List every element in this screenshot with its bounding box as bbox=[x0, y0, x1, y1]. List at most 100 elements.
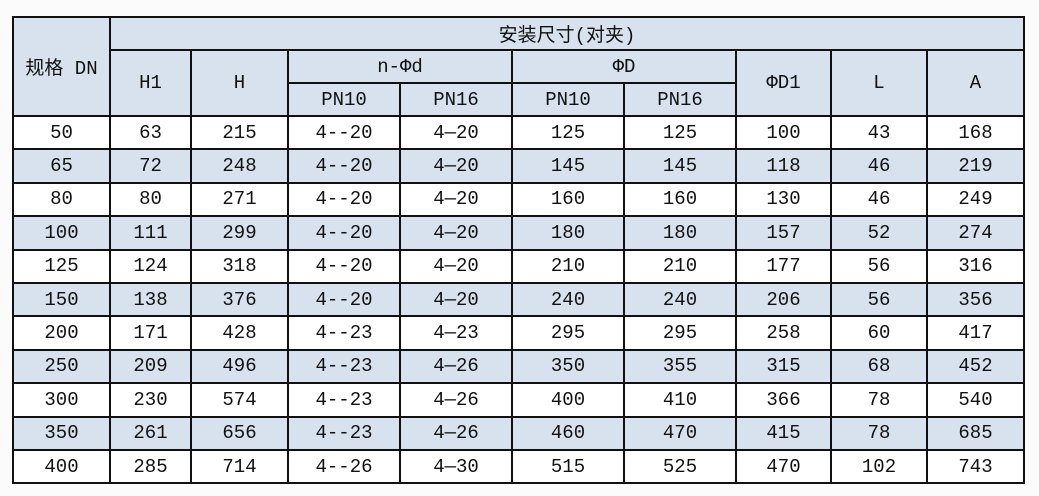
table-cell: 52 bbox=[830, 215, 928, 251]
table-cell: 177 bbox=[735, 248, 832, 284]
table-cell: 160 bbox=[623, 181, 737, 218]
table-cell: 274 bbox=[926, 215, 1025, 251]
table-cell: 4--20 bbox=[287, 281, 401, 318]
table-cell: 4--23 bbox=[287, 415, 401, 451]
table-cell: 100 bbox=[12, 215, 111, 251]
table-cell: 574 bbox=[190, 382, 289, 418]
table-cell: 4--23 bbox=[287, 382, 401, 418]
table-row: 300 230 574 4--23 4—26 400 410 366 78 540 bbox=[12, 382, 1025, 418]
table-cell: 102 bbox=[830, 448, 928, 485]
table-cell: 315 bbox=[735, 348, 832, 385]
table-cell: 285 bbox=[109, 448, 192, 485]
table-cell: 56 bbox=[830, 248, 928, 284]
table-cell: 318 bbox=[190, 248, 289, 284]
table-cell: 210 bbox=[511, 248, 625, 284]
table-cell: 4—26 bbox=[399, 382, 513, 418]
table-cell: 138 bbox=[109, 281, 192, 318]
table-cell: 4—20 bbox=[399, 281, 513, 318]
table-cell: 376 bbox=[190, 281, 289, 318]
table-cell: 4--23 bbox=[287, 315, 401, 351]
table-cell: 295 bbox=[511, 315, 625, 351]
table-cell: 63 bbox=[109, 114, 192, 151]
table-body: 50 63 215 4--20 4—20 125 125 100 43 168 65 72 248 4--… bbox=[12, 114, 1025, 485]
table-cell: 460 bbox=[511, 415, 625, 451]
table-cell: 656 bbox=[190, 415, 289, 451]
table-cell: 168 bbox=[926, 114, 1025, 151]
table-cell: 171 bbox=[109, 315, 192, 351]
table-cell: 65 bbox=[12, 148, 111, 184]
table-cell: 350 bbox=[511, 348, 625, 385]
header-phi-D1: ΦD1 bbox=[735, 49, 832, 117]
table-cell: 60 bbox=[830, 315, 928, 351]
table-cell: 145 bbox=[623, 148, 737, 184]
header-nd-pn10: PN10 bbox=[287, 82, 401, 117]
table-cell: 180 bbox=[623, 215, 737, 251]
table-cell: 4--20 bbox=[287, 215, 401, 251]
table-cell: 46 bbox=[830, 148, 928, 184]
table-cell: 4—20 bbox=[399, 248, 513, 284]
table-cell: 209 bbox=[109, 348, 192, 385]
header-h1: H1 bbox=[109, 49, 192, 117]
table-cell: 299 bbox=[190, 215, 289, 251]
table-cell: 4—20 bbox=[399, 215, 513, 251]
table-row: 350 261 656 4--23 4—26 460 470 415 78 685 bbox=[12, 415, 1025, 451]
table-cell: 714 bbox=[190, 448, 289, 485]
table-cell: 4—20 bbox=[399, 114, 513, 151]
table-cell: 355 bbox=[623, 348, 737, 385]
header-D-pn10: PN10 bbox=[511, 82, 625, 117]
table-row: 80 80 271 4--20 4—20 160 160 130 46 249 bbox=[12, 181, 1025, 218]
table-cell: 248 bbox=[190, 148, 289, 184]
table-cell: 415 bbox=[735, 415, 832, 451]
table-cell: 240 bbox=[623, 281, 737, 318]
table-cell: 125 bbox=[12, 248, 111, 284]
table-cell: 240 bbox=[511, 281, 625, 318]
table-row: 100 111 299 4--20 4—20 180 180 157 52 274 bbox=[12, 215, 1025, 251]
table-cell: 400 bbox=[511, 382, 625, 418]
table-cell: 125 bbox=[623, 114, 737, 151]
table-row: 200 171 428 4--23 4—23 295 295 258 60 417 bbox=[12, 315, 1025, 351]
table-cell: 4—23 bbox=[399, 315, 513, 351]
header-phi-D: ΦD bbox=[511, 49, 737, 84]
table-cell: 206 bbox=[735, 281, 832, 318]
table-cell: 160 bbox=[511, 181, 625, 218]
table-cell: 258 bbox=[735, 315, 832, 351]
table-cell: 452 bbox=[926, 348, 1025, 385]
table-cell: 150 bbox=[12, 281, 111, 318]
table-cell: 249 bbox=[926, 181, 1025, 218]
table-cell: 56 bbox=[830, 281, 928, 318]
header-a: A bbox=[926, 49, 1025, 117]
table-cell: 515 bbox=[511, 448, 625, 485]
table-cell: 125 bbox=[511, 114, 625, 151]
table-cell: 46 bbox=[830, 181, 928, 218]
table-cell: 540 bbox=[926, 382, 1025, 418]
table-cell: 470 bbox=[623, 415, 737, 451]
table-cell: 4--20 bbox=[287, 114, 401, 151]
table-row: 125 124 318 4--20 4—20 210 210 177 56 316 bbox=[12, 248, 1025, 284]
table-cell: 350 bbox=[12, 415, 111, 451]
table-row: 250 209 496 4--23 4—26 350 355 315 68 452 bbox=[12, 348, 1025, 385]
table-cell: 4—30 bbox=[399, 448, 513, 485]
header-h: H bbox=[190, 49, 289, 117]
table-cell: 111 bbox=[109, 215, 192, 251]
table-cell: 130 bbox=[735, 181, 832, 218]
table-cell: 4--20 bbox=[287, 181, 401, 218]
table-cell: 417 bbox=[926, 315, 1025, 351]
table-cell: 219 bbox=[926, 148, 1025, 184]
header-spec-dn: 规格 DN bbox=[12, 16, 111, 117]
table-cell: 145 bbox=[511, 148, 625, 184]
table-row: 150 138 376 4--20 4—20 240 240 206 56 356 bbox=[12, 281, 1025, 318]
header-l: L bbox=[830, 49, 928, 117]
table-cell: 210 bbox=[623, 248, 737, 284]
table-row: 400 285 714 4--26 4—30 515 525 470 102 743 bbox=[12, 448, 1025, 485]
table-cell: 356 bbox=[926, 281, 1025, 318]
table-cell: 4—26 bbox=[399, 348, 513, 385]
table-cell: 470 bbox=[735, 448, 832, 485]
table-cell: 295 bbox=[623, 315, 737, 351]
table-cell: 215 bbox=[190, 114, 289, 151]
table-cell: 78 bbox=[830, 382, 928, 418]
table-cell: 366 bbox=[735, 382, 832, 418]
table-cell: 300 bbox=[12, 382, 111, 418]
table-cell: 43 bbox=[830, 114, 928, 151]
table-cell: 50 bbox=[12, 114, 111, 151]
header-install-dimensions: 安装尺寸(对夹) bbox=[109, 16, 1025, 51]
